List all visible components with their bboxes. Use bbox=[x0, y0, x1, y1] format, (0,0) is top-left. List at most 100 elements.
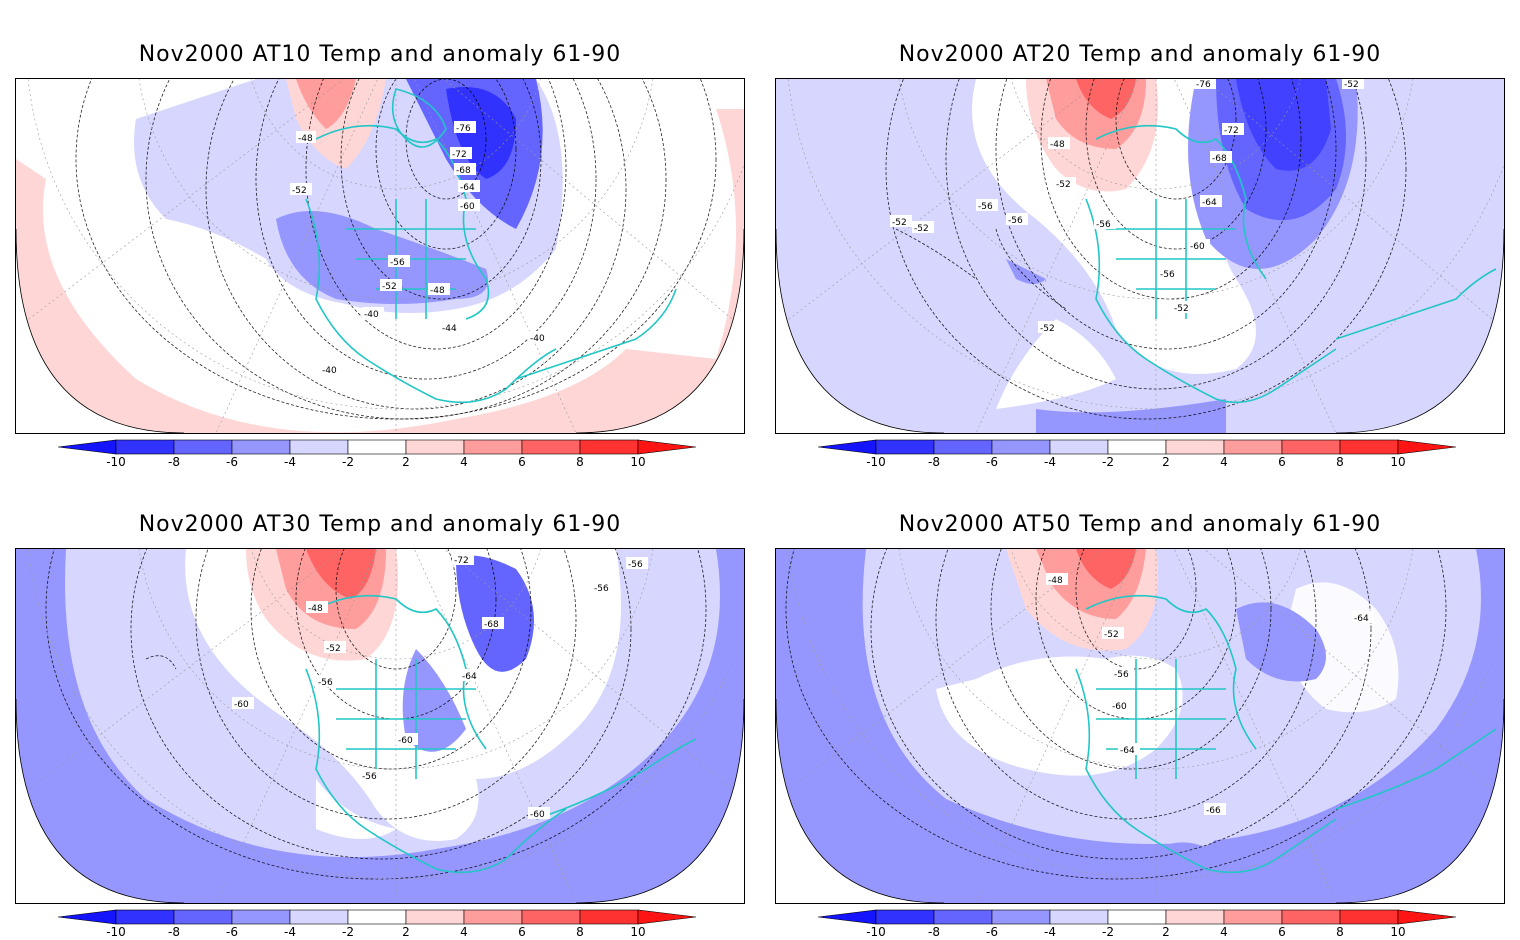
colorbar-segment bbox=[347, 909, 407, 925]
colorbar-segment bbox=[1107, 909, 1167, 925]
contour-label: -72 bbox=[450, 147, 472, 160]
colorbar-tick-label: -8 bbox=[168, 925, 180, 938]
contour-label: -56 bbox=[592, 581, 614, 594]
svg-text:-48: -48 bbox=[1048, 576, 1063, 586]
contour-label: -52 bbox=[890, 215, 912, 228]
colorbar-tick-label: 6 bbox=[518, 925, 526, 938]
colorbar-segment bbox=[521, 909, 581, 925]
contour-label: -56 bbox=[976, 199, 998, 212]
svg-text:-48: -48 bbox=[430, 286, 445, 296]
svg-text:-56: -56 bbox=[362, 772, 377, 782]
map-at10: -76 -72 -68 -64 -60 -48 -52 -56 -52 -48 … bbox=[15, 78, 745, 434]
svg-text:-60: -60 bbox=[1190, 242, 1205, 252]
contour-label: -52 bbox=[290, 183, 312, 196]
panel-title: Nov2000 AT10 Temp and anomaly 61-90 bbox=[138, 42, 622, 67]
svg-text:-64: -64 bbox=[1120, 746, 1135, 756]
colorbar-tick-label: 2 bbox=[1162, 925, 1170, 938]
colorbar-tick-label: -4 bbox=[284, 455, 296, 468]
svg-text:-64: -64 bbox=[462, 672, 477, 682]
colorbar-segment bbox=[289, 439, 349, 455]
colorbar-tick-label: -8 bbox=[928, 925, 940, 938]
anomaly-negative-mid bbox=[276, 211, 488, 304]
svg-text:-52: -52 bbox=[1344, 80, 1359, 90]
colorbar-tick-label: 4 bbox=[460, 455, 468, 468]
colorbar-segment bbox=[1049, 909, 1109, 925]
svg-text:-72: -72 bbox=[454, 556, 469, 566]
colorbar-segment bbox=[1281, 439, 1341, 455]
contour-label: -52 bbox=[912, 221, 934, 234]
panel-title: Nov2000 AT50 Temp and anomaly 61-90 bbox=[898, 512, 1382, 537]
svg-text:-68: -68 bbox=[1212, 154, 1227, 164]
colorbar-tick-label: -2 bbox=[342, 455, 354, 468]
svg-text:-52: -52 bbox=[292, 186, 307, 196]
svg-text:-52: -52 bbox=[914, 224, 929, 234]
colorbar-segment bbox=[1165, 909, 1225, 925]
svg-text:-60: -60 bbox=[234, 700, 249, 710]
colorbar-arrow-right bbox=[1397, 909, 1457, 925]
colorbar-tick-label: -4 bbox=[1044, 455, 1056, 468]
contour-label: -68 bbox=[454, 163, 476, 176]
colorbar-tick-label: -2 bbox=[342, 925, 354, 938]
contour-label: -56 bbox=[1094, 217, 1116, 230]
colorbar-tick-label: 2 bbox=[1162, 455, 1170, 468]
colorbar-segment bbox=[579, 439, 639, 455]
svg-text:-52: -52 bbox=[326, 644, 341, 654]
colorbar-segment bbox=[1281, 909, 1341, 925]
contour-label: -56 bbox=[1158, 267, 1180, 280]
colorbar-segment bbox=[933, 439, 993, 455]
colorbar-tick-label: -10 bbox=[106, 925, 126, 938]
colorbar-tick-label: 4 bbox=[1220, 455, 1228, 468]
colorbar-arrow-left bbox=[58, 439, 117, 455]
contour-label: -48 bbox=[1046, 573, 1068, 586]
colorbar-tick-label: 6 bbox=[518, 455, 526, 468]
map-svg: -76 -52 -72 -68 -48 -64 -52 -56 -56 -52 … bbox=[776, 79, 1504, 433]
contour-label: -60 bbox=[232, 697, 254, 710]
svg-text:-56: -56 bbox=[1160, 270, 1175, 280]
panel-at30: Nov2000 AT30 Temp and anomaly 61-90 bbox=[0, 470, 760, 940]
colorbar-segment bbox=[405, 909, 465, 925]
colorbar-segment bbox=[875, 909, 935, 925]
colorbar-segment bbox=[1107, 439, 1167, 455]
colorbar-segment bbox=[991, 439, 1051, 455]
contour-label: -44 bbox=[440, 321, 462, 334]
svg-text:-60: -60 bbox=[460, 202, 475, 212]
svg-text:-40: -40 bbox=[364, 310, 379, 320]
svg-text:-44: -44 bbox=[442, 324, 457, 334]
svg-text:-52: -52 bbox=[892, 218, 907, 228]
anomaly-negative-greenland bbox=[456, 555, 534, 672]
colorbar-tick-label: 8 bbox=[1336, 455, 1344, 468]
contour-label: -68 bbox=[482, 617, 504, 630]
panel-at10: Nov2000 AT10 Temp and anomaly 61-90 bbox=[0, 0, 760, 470]
colorbar-tick-label: 2 bbox=[402, 455, 410, 468]
colorbar-segment bbox=[521, 439, 581, 455]
colorbar-segment bbox=[1165, 439, 1225, 455]
colorbar-arrow-left bbox=[818, 909, 877, 925]
colorbar-tick-label: -10 bbox=[866, 455, 886, 468]
panel-at20: Nov2000 AT20 Temp and anomaly 61-90 bbox=[760, 0, 1520, 470]
colorbar-segment bbox=[231, 439, 291, 455]
svg-text:-56: -56 bbox=[1096, 220, 1111, 230]
contour-label: -52 bbox=[1102, 627, 1124, 640]
contour-label: -72 bbox=[1222, 123, 1244, 136]
contour-label: -60 bbox=[1110, 699, 1132, 712]
colorbar-tick-label: 6 bbox=[1278, 455, 1286, 468]
colorbar-tick-label: 6 bbox=[1278, 925, 1286, 938]
svg-text:-66: -66 bbox=[1206, 806, 1221, 816]
contour-label: -48 bbox=[1048, 137, 1070, 150]
colorbar-segment bbox=[463, 439, 523, 455]
map-at50: -48 -64 -52 -56 -60 -64 -66 bbox=[775, 548, 1505, 904]
colorbar-segment bbox=[289, 909, 349, 925]
colorbar-segment bbox=[991, 909, 1051, 925]
colorbar-tick-label: 2 bbox=[402, 925, 410, 938]
panel-title: Nov2000 AT20 Temp and anomaly 61-90 bbox=[898, 42, 1382, 67]
colorbar-segment bbox=[173, 439, 233, 455]
svg-text:-56: -56 bbox=[390, 258, 405, 268]
svg-text:-52: -52 bbox=[1040, 324, 1055, 334]
map-at30: -72 -56 -56 -48 -68 -52 -56 -64 -60 -60 … bbox=[15, 548, 745, 904]
colorbar-tick-label: 4 bbox=[1220, 925, 1228, 938]
contour-label: -48 bbox=[428, 283, 450, 296]
contour-label: -40 bbox=[528, 331, 550, 344]
anomaly-negative-atlantic bbox=[1236, 602, 1326, 682]
colorbar-tick-label: 8 bbox=[576, 925, 584, 938]
anomaly-positive-band bbox=[16, 109, 744, 433]
